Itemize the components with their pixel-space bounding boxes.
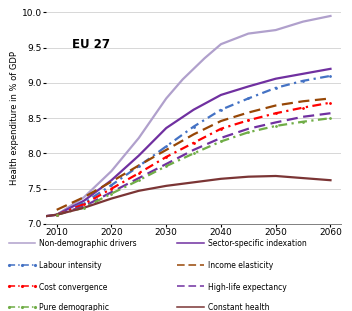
Text: Pure demographic: Pure demographic (39, 304, 109, 311)
Text: Income elasticity: Income elasticity (208, 261, 273, 270)
Text: Labour intensity: Labour intensity (39, 261, 101, 270)
Text: Non-demographic drivers: Non-demographic drivers (39, 239, 136, 248)
Text: High-life expectancy: High-life expectancy (208, 283, 287, 291)
Text: Sector-specific indexation: Sector-specific indexation (208, 239, 307, 248)
Text: EU 27: EU 27 (73, 38, 111, 51)
Text: Constant health: Constant health (208, 304, 269, 311)
Text: Cost convergence: Cost convergence (39, 283, 107, 291)
Y-axis label: Health expenditure in % of GDP: Health expenditure in % of GDP (10, 51, 19, 185)
